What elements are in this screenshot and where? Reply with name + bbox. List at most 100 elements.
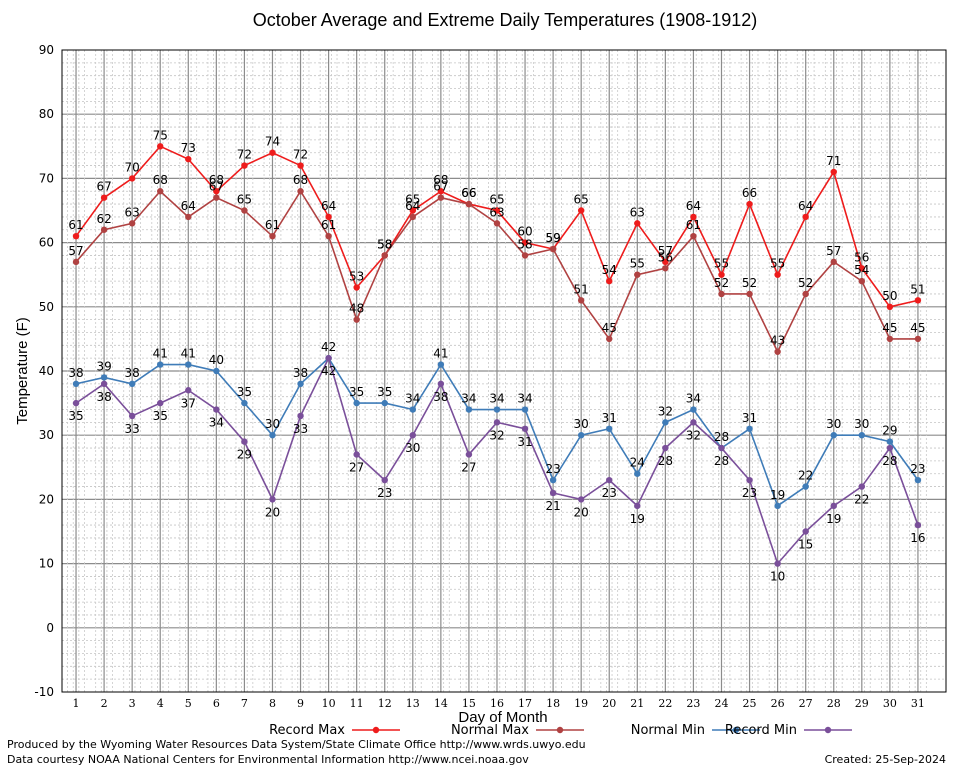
x-tick-label: 12 <box>378 697 392 710</box>
data-label-record-max: 66 <box>742 186 757 200</box>
data-point-normal-max <box>269 232 276 240</box>
data-label-normal-min: 23 <box>910 462 925 476</box>
data-point-normal-min <box>662 419 669 426</box>
data-label-record-max: 65 <box>489 193 504 207</box>
x-tick-label: 20 <box>602 697 616 710</box>
data-point-normal-min <box>100 374 108 381</box>
data-point-record-min <box>241 438 248 445</box>
data-point-normal-min <box>241 399 248 407</box>
data-label-normal-min: 35 <box>377 385 392 399</box>
data-point-normal-min <box>353 399 360 407</box>
data-point-record-min <box>157 399 164 407</box>
data-point-normal-min <box>746 425 753 432</box>
data-label-normal-min: 38 <box>68 366 83 380</box>
data-label-record-max: 50 <box>882 289 897 303</box>
data-label-normal-max: 57 <box>68 244 83 258</box>
x-tick-label: 3 <box>129 697 136 710</box>
x-tick-label: 28 <box>827 697 841 710</box>
data-label-normal-max: 45 <box>602 321 617 335</box>
data-point-normal-max <box>213 194 220 201</box>
data-point-record-max <box>409 207 416 214</box>
data-label-normal-max: 61 <box>321 218 336 232</box>
data-label-normal-min: 40 <box>209 353 224 367</box>
data-label-normal-min: 30 <box>574 417 589 431</box>
data-label-normal-min: 29 <box>882 424 897 438</box>
data-point-normal-max <box>577 297 585 304</box>
data-label-normal-min: 34 <box>461 392 476 406</box>
data-label-normal-max: 56 <box>658 250 673 264</box>
data-point-normal-min <box>830 432 837 439</box>
data-point-record-max <box>353 284 360 291</box>
x-tick-label: 17 <box>518 697 532 710</box>
x-tick-label: 18 <box>546 697 560 710</box>
data-point-record-min <box>718 444 725 452</box>
data-label-normal-max: 61 <box>265 218 280 232</box>
data-label-record-max: 55 <box>714 257 729 271</box>
x-tick-label: 23 <box>686 697 700 710</box>
data-label-normal-min: 38 <box>125 366 140 380</box>
data-label-normal-min: 35 <box>349 385 364 399</box>
data-point-normal-max <box>802 290 809 298</box>
y-tick-label: 20 <box>39 492 54 506</box>
data-label-normal-max: 58 <box>377 237 392 251</box>
legend-label-record-max: Record Max <box>269 723 345 738</box>
x-tick-label: 10 <box>322 697 336 710</box>
data-point-normal-min <box>802 483 809 490</box>
data-label-normal-max: 67 <box>209 180 224 194</box>
data-label-normal-max: 51 <box>574 282 589 296</box>
data-label-record-min: 28 <box>658 454 673 468</box>
data-point-record-min <box>746 476 753 484</box>
data-point-record-min <box>465 451 473 458</box>
x-tick-label: 13 <box>406 697 420 710</box>
data-label-record-min: 33 <box>125 422 140 436</box>
legend-label-normal-max: Normal Max <box>451 723 529 738</box>
data-point-normal-min <box>409 406 416 413</box>
data-point-record-max <box>886 303 894 310</box>
data-label-record-max: 71 <box>826 154 841 168</box>
data-label-record-max: 64 <box>321 199 336 213</box>
data-label-normal-max: 58 <box>517 237 532 251</box>
data-label-normal-max: 59 <box>545 231 560 245</box>
data-label-record-max: 63 <box>630 205 645 219</box>
data-label-record-max: 59 <box>545 231 560 245</box>
data-label-normal-min: 24 <box>630 456 645 470</box>
data-label-record-min: 33 <box>293 422 308 436</box>
data-point-normal-min <box>858 432 866 439</box>
data-label-record-min: 27 <box>349 460 364 474</box>
data-point-record-max <box>858 265 866 272</box>
data-label-normal-max: 63 <box>125 205 140 219</box>
data-label-record-max: 75 <box>153 128 168 142</box>
data-point-record-max <box>662 258 669 266</box>
data-label-record-min: 38 <box>96 390 111 404</box>
data-label-normal-min: 30 <box>265 417 280 431</box>
data-label-record-max: 60 <box>517 225 532 239</box>
data-label-normal-max: 62 <box>96 212 111 226</box>
data-point-record-min <box>886 444 894 452</box>
x-tick-label: 11 <box>350 697 364 710</box>
data-label-record-min: 32 <box>686 428 701 442</box>
data-label-record-max: 53 <box>349 270 364 284</box>
y-tick-label: 70 <box>39 171 54 185</box>
y-tick-label: -10 <box>34 685 54 699</box>
y-tick-label: 0 <box>46 621 54 635</box>
data-point-record-max <box>690 213 697 221</box>
data-label-normal-max: 48 <box>349 302 364 316</box>
data-label-record-min: 28 <box>882 454 897 468</box>
data-point-normal-max <box>353 316 360 323</box>
data-point-normal-min <box>774 502 781 510</box>
x-tick-label: 16 <box>490 697 504 710</box>
data-point-normal-max <box>100 226 108 233</box>
data-point-record-min <box>634 502 641 510</box>
data-label-record-max: 57 <box>658 244 673 258</box>
data-point-normal-max <box>437 194 445 201</box>
data-label-record-min: 35 <box>153 409 168 423</box>
x-tick-label: 6 <box>213 697 220 710</box>
data-label-normal-max: 54 <box>854 263 869 277</box>
data-label-record-max: 67 <box>96 180 111 194</box>
data-label-normal-min: 35 <box>237 385 252 399</box>
data-point-record-min <box>549 489 557 497</box>
data-point-record-max <box>802 213 809 221</box>
data-label-normal-min: 41 <box>153 347 168 361</box>
data-point-normal-min <box>72 380 80 388</box>
data-point-normal-max <box>493 220 501 227</box>
